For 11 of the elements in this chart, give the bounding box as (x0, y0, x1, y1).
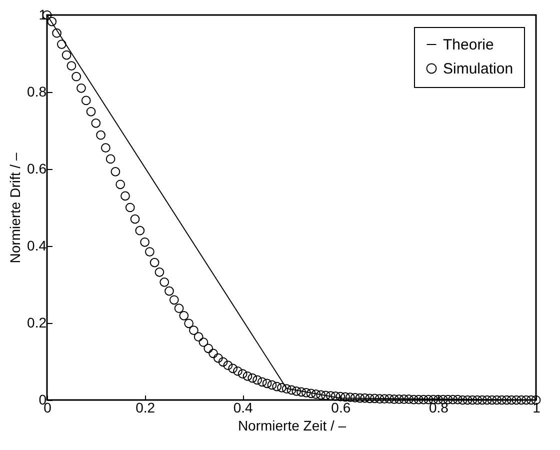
y-tick-label: 0.4 (27, 238, 47, 254)
y-tick-label: 0.2 (27, 314, 47, 330)
x-tick-label: 0.2 (136, 400, 156, 416)
y-tick-label: 0.8 (27, 84, 47, 100)
x-tick-label: 0.6 (331, 400, 351, 416)
x-axis-title: Normierte Zeit / – (238, 418, 346, 434)
x-tick-label: 0.4 (233, 400, 254, 416)
legend-label: Theorie (443, 36, 494, 54)
y-tick-label: 0.6 (27, 160, 47, 176)
legend-label: Simulation (443, 60, 514, 78)
y-axis-title: Normierte Drift / – (7, 152, 24, 264)
